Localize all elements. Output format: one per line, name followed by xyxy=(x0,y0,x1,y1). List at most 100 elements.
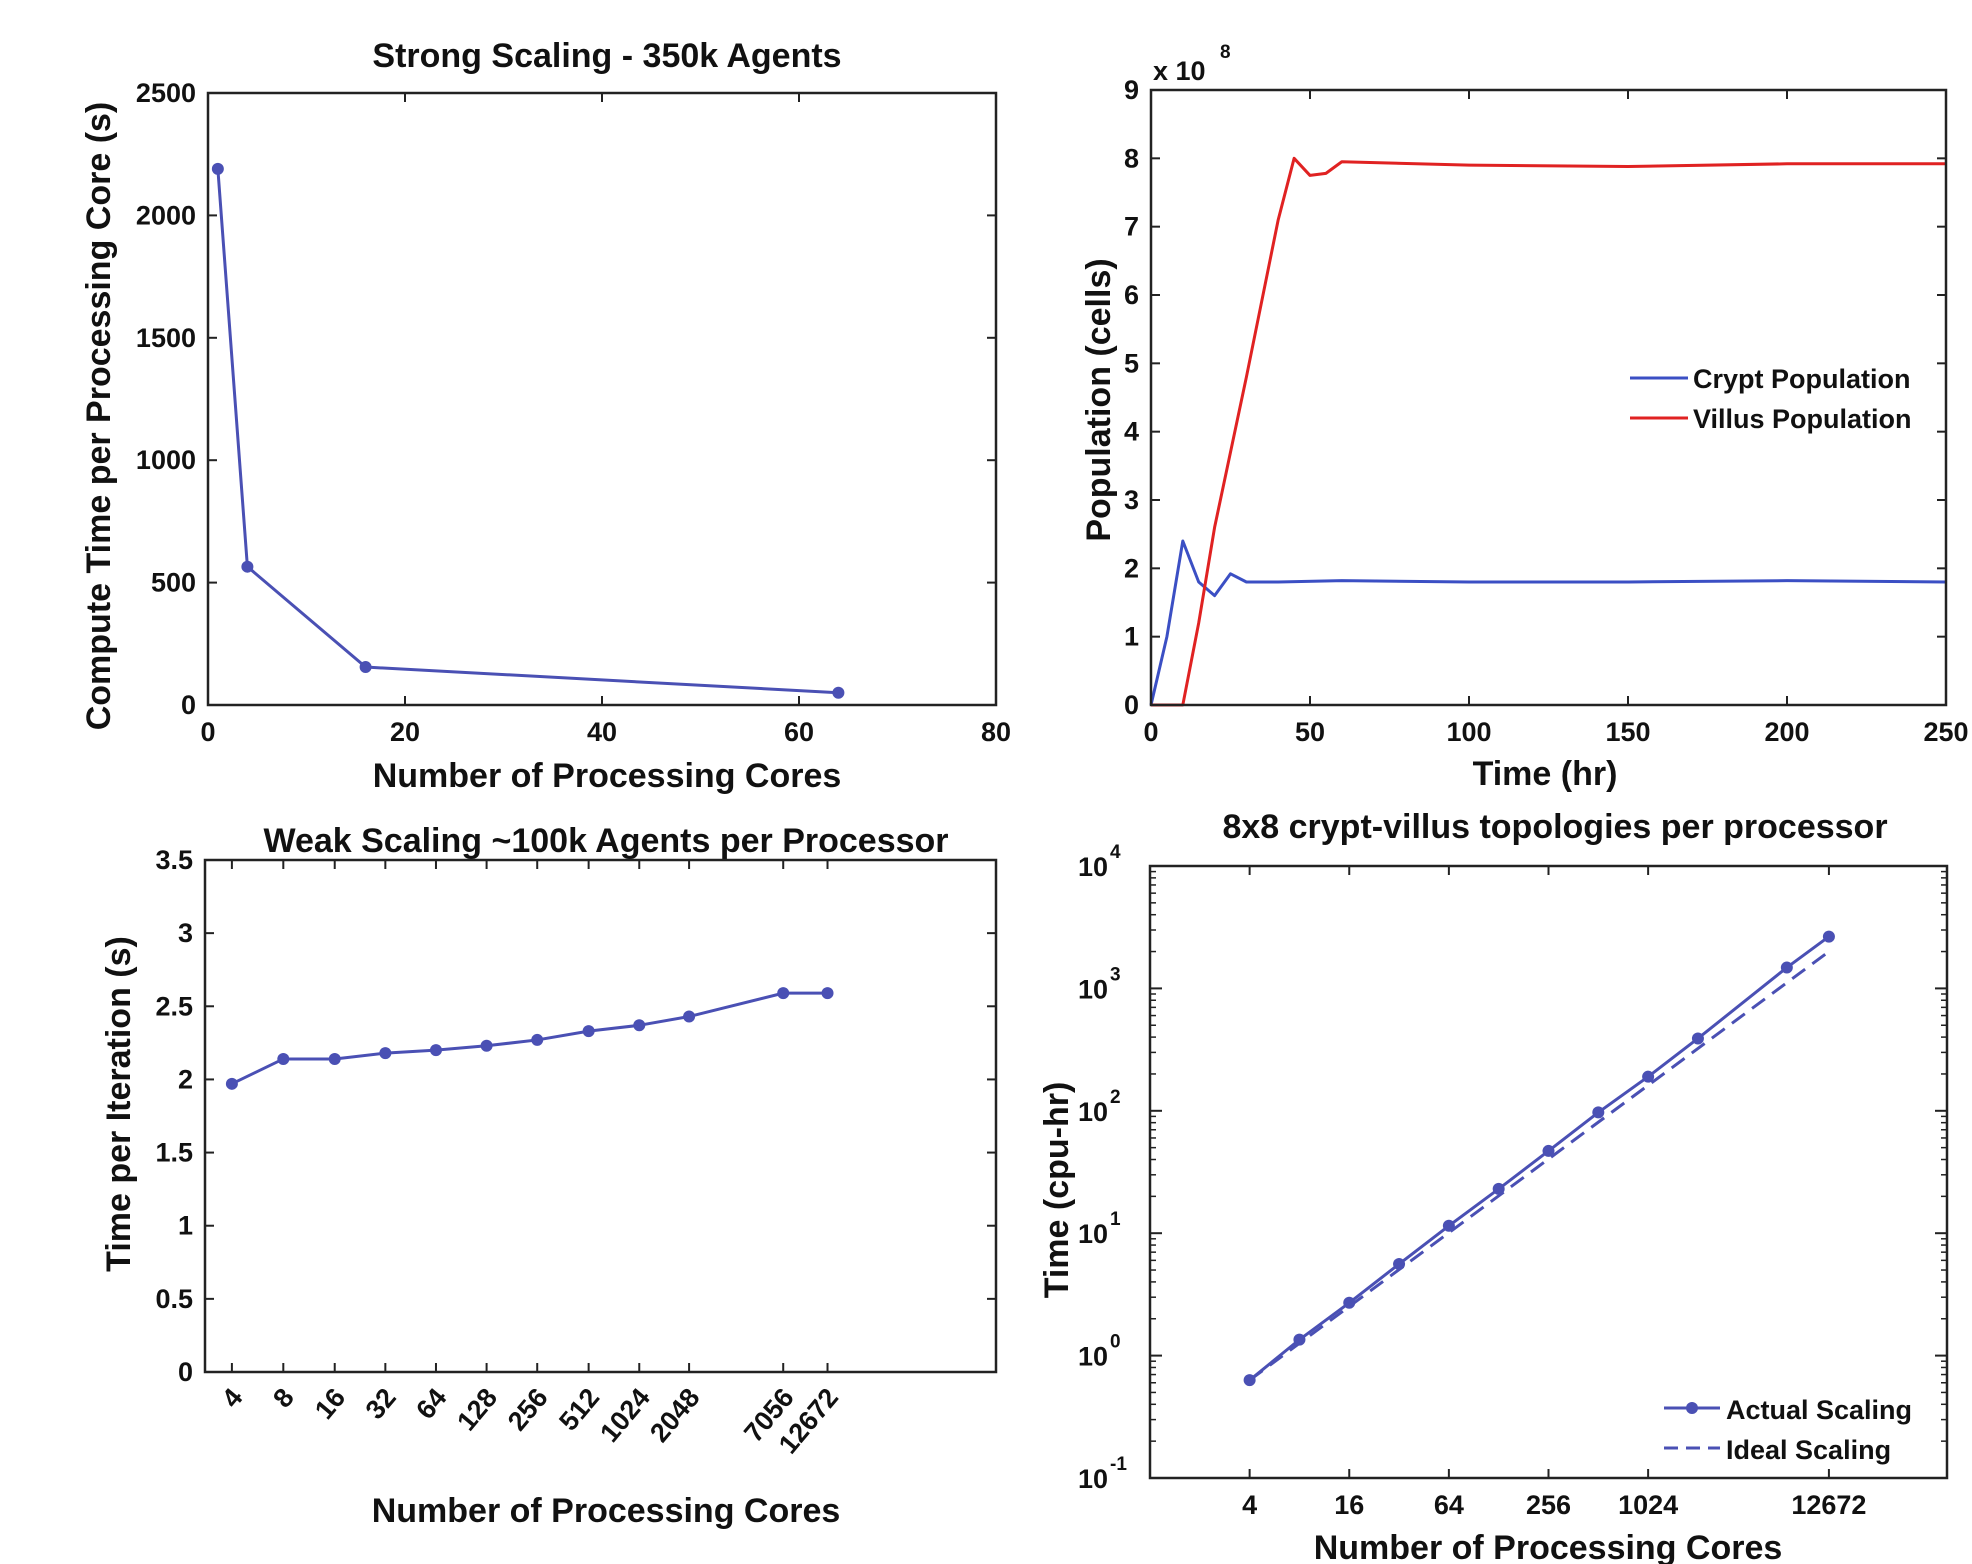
data-point xyxy=(241,560,254,573)
y-tick-label: 500 xyxy=(151,568,196,598)
data-point xyxy=(582,1025,595,1038)
x-tick-label: 4 xyxy=(1242,1490,1257,1520)
y-tick-label-base: 10 xyxy=(1078,852,1108,882)
loglog-scaling-y-axis-label: Time (cpu-hr) xyxy=(1038,1082,1076,1299)
loglog-scaling-panel: 8x8 crypt-villus topologies per processo… xyxy=(1038,808,1949,1564)
x-tick-label: 200 xyxy=(1764,717,1809,747)
loglog-scaling-series xyxy=(1243,930,1835,1387)
x-tick-label: 80 xyxy=(981,717,1011,747)
weak-scaling-plot-frame xyxy=(203,858,998,1374)
data-point xyxy=(225,1077,238,1090)
data-point xyxy=(1343,1296,1356,1309)
y-tick-label-base: 10 xyxy=(1078,974,1108,1004)
x-tick-label: 50 xyxy=(1295,717,1325,747)
y-tick-label-base: 10 xyxy=(1078,1219,1108,1249)
data-point xyxy=(1592,1106,1605,1119)
strong-scaling-x-axis-label: Number of Processing Cores xyxy=(373,757,842,795)
y-tick-label-base: 10 xyxy=(1078,1464,1108,1494)
y-tick-label: 1.5 xyxy=(155,1138,193,1168)
strong-scaling-plot-frame xyxy=(206,91,998,707)
population-y-exponent: 8 xyxy=(1220,42,1231,63)
series-line xyxy=(1151,156,1946,707)
population-y-axis-label: Population (cells) xyxy=(1080,258,1118,541)
strong-scaling-panel: Strong Scaling - 350k Agents Compute Tim… xyxy=(80,37,1011,795)
y-tick-label: 7 xyxy=(1124,212,1139,242)
x-tick-label: 16 xyxy=(1334,1490,1364,1520)
y-tick-label-exponent: -1 xyxy=(1110,1454,1127,1475)
y-tick-label: 2.5 xyxy=(155,991,193,1021)
x-tick-label: 1024 xyxy=(1618,1490,1678,1520)
data-point xyxy=(683,1010,696,1023)
strong-scaling-y-axis-label: Compute Time per Processing Core (s) xyxy=(80,102,118,731)
data-point xyxy=(777,987,790,1000)
y-tick-label: 0 xyxy=(178,1357,193,1387)
y-tick-label: 0 xyxy=(181,690,196,720)
y-tick-label: 2000 xyxy=(136,200,196,230)
y-tick-label: 2 xyxy=(1124,553,1139,583)
series-line xyxy=(216,168,839,695)
population-x-axis-label: Time (hr) xyxy=(1473,755,1618,793)
population-plot-frame xyxy=(1149,88,1948,707)
y-tick-label-exponent: 3 xyxy=(1110,964,1121,985)
legend-label-ideal: Ideal Scaling xyxy=(1726,1435,1891,1465)
population-panel: x 10 8 Population (cells) Time (hr) 0 50 1… xyxy=(1080,42,1969,793)
y-tick-label: 5 xyxy=(1124,348,1139,378)
y-tick-label: 8 xyxy=(1124,143,1139,173)
y-tick-label: 1 xyxy=(178,1211,193,1241)
legend-marker-actual xyxy=(1686,1402,1698,1414)
y-tick-label-base: 10 xyxy=(1078,1097,1108,1127)
y-tick-label: 3 xyxy=(178,918,193,948)
weak-scaling-series xyxy=(225,987,834,1090)
data-point xyxy=(1442,1219,1455,1232)
y-tick-label: 9 xyxy=(1124,75,1139,105)
data-point xyxy=(1822,930,1835,943)
y-tick-label: 6 xyxy=(1124,280,1139,310)
data-point xyxy=(480,1039,493,1052)
x-tick-label: 250 xyxy=(1923,717,1968,747)
data-point xyxy=(1393,1258,1406,1271)
population-y-multiplier: x 10 xyxy=(1153,56,1206,86)
strong-scaling-ticks: 0 20 40 60 80 0 500 1000 1500 2000 2500 xyxy=(136,78,1011,747)
y-tick-label: 0 xyxy=(1124,690,1139,720)
loglog-scaling-legend: Actual Scaling Ideal Scaling xyxy=(1664,1395,1912,1465)
y-tick-label: 1500 xyxy=(136,323,196,353)
weak-scaling-x-axis-label: Number of Processing Cores xyxy=(372,1492,841,1530)
x-tick-label: 40 xyxy=(587,717,617,747)
x-tick-label: 0 xyxy=(200,717,215,747)
data-point xyxy=(1642,1070,1655,1083)
y-tick-label: 2500 xyxy=(136,78,196,108)
x-tick-label: 256 xyxy=(1526,1490,1571,1520)
data-point xyxy=(277,1052,290,1065)
data-point xyxy=(821,987,834,1000)
population-ticks: 0 50 100 150 200 250 0 1 2 3 4 5 6 7 8 9 xyxy=(1124,75,1969,747)
data-point xyxy=(211,162,224,175)
series-line xyxy=(1149,539,1947,706)
strong-scaling-series xyxy=(211,162,845,699)
x-tick-label: 12672 xyxy=(1791,1490,1866,1520)
strong-scaling-title: Strong Scaling - 350k Agents xyxy=(372,37,841,75)
y-tick-label-exponent: 0 xyxy=(1110,1332,1121,1353)
y-tick-label: 3 xyxy=(1124,485,1139,515)
population-series xyxy=(1149,156,1947,707)
legend-label-actual: Actual Scaling xyxy=(1726,1395,1912,1425)
data-point xyxy=(1691,1032,1704,1045)
data-point xyxy=(633,1019,646,1032)
data-point xyxy=(429,1044,442,1057)
x-tick-label: 20 xyxy=(390,717,420,747)
y-tick-label: 1000 xyxy=(136,445,196,475)
y-tick-label-exponent: 2 xyxy=(1110,1087,1121,1108)
legend-label-crypt: Crypt Population xyxy=(1693,364,1911,394)
ideal-scaling-line xyxy=(1248,950,1830,1382)
legend-label-villus: Villus Population xyxy=(1693,404,1912,434)
data-point xyxy=(531,1033,544,1046)
x-tick-label: 0 xyxy=(1143,717,1158,747)
series-line xyxy=(231,991,828,1086)
data-point xyxy=(1243,1374,1256,1387)
y-tick-label: 4 xyxy=(1124,417,1139,447)
y-tick-label-exponent: 1 xyxy=(1110,1209,1121,1230)
y-tick-label: 1 xyxy=(1124,622,1139,652)
y-tick-label-exponent: 4 xyxy=(1110,842,1121,863)
data-point xyxy=(328,1052,341,1065)
